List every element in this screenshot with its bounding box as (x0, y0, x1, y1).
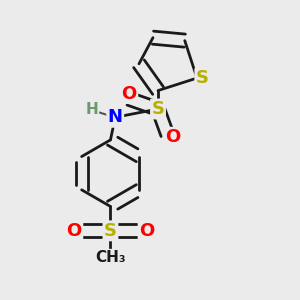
Text: S: S (152, 100, 164, 118)
Text: N: N (108, 108, 123, 126)
Text: O: O (165, 128, 180, 146)
Text: S: S (104, 222, 117, 240)
Text: CH₃: CH₃ (95, 250, 126, 265)
Text: S: S (196, 69, 209, 87)
Text: O: O (139, 222, 154, 240)
Text: O: O (67, 222, 82, 240)
Text: H: H (86, 102, 98, 117)
Text: O: O (122, 85, 137, 103)
